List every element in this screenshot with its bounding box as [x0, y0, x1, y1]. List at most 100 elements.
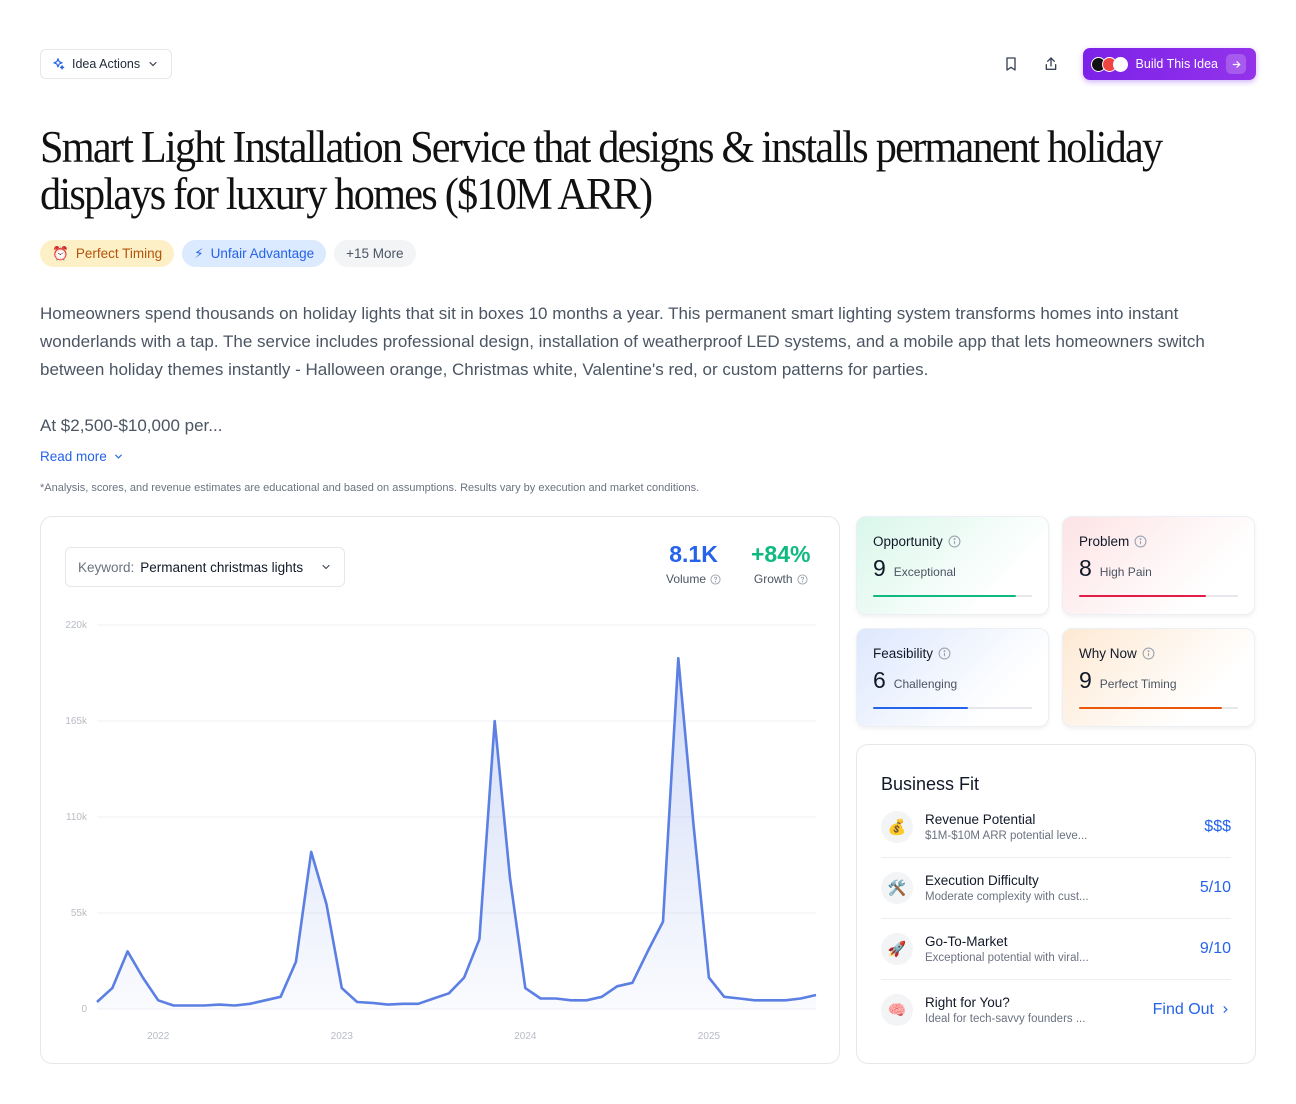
- data-point[interactable]: [814, 993, 818, 997]
- data-point[interactable]: [737, 996, 741, 1000]
- score-rating: High Pain: [1099, 565, 1152, 579]
- share-icon: [1045, 57, 1056, 70]
- data-point[interactable]: [156, 998, 160, 1002]
- find-out-link[interactable]: Find Out: [1153, 1001, 1231, 1019]
- title-line-2: displays for luxury homes ($10M ARR): [40, 169, 653, 219]
- tag-perfect-timing[interactable]: ⏰ Perfect Timing: [40, 240, 175, 267]
- data-point[interactable]: [141, 975, 145, 979]
- data-point[interactable]: [416, 1002, 420, 1006]
- data-point[interactable]: [508, 876, 512, 880]
- data-point[interactable]: [722, 995, 726, 999]
- fit-row-name: Go-To-Market: [925, 934, 1008, 949]
- data-point[interactable]: [278, 995, 282, 999]
- data-point[interactable]: [783, 998, 787, 1002]
- data-point[interactable]: [600, 995, 604, 999]
- brain-icon: 🧠: [881, 993, 913, 1026]
- data-point[interactable]: [401, 1002, 405, 1006]
- data-point[interactable]: [263, 998, 267, 1002]
- fit-row-execution-difficulty[interactable]: 🛠️ Execution Difficulty Moderate complex…: [881, 858, 1231, 919]
- data-point[interactable]: [493, 719, 497, 723]
- data-point[interactable]: [385, 1002, 389, 1006]
- data-point[interactable]: [309, 850, 313, 854]
- fit-row-summary: $1M-$10M ARR potential leve...: [925, 830, 1088, 842]
- data-point[interactable]: [370, 1001, 374, 1005]
- data-point[interactable]: [691, 824, 695, 828]
- tag-more-button[interactable]: +15 More: [334, 240, 416, 267]
- chevron-down-icon: [322, 564, 330, 570]
- data-point[interactable]: [646, 949, 650, 953]
- lightning-icon: ⚡: [194, 245, 204, 261]
- tag-label: Perfect Timing: [75, 246, 163, 261]
- trend-chart: 0 55k 110k 165k 220k 2022 2023 2024 2025: [65, 620, 818, 1042]
- y-tick-label: 165k: [65, 716, 88, 727]
- data-point[interactable]: [294, 960, 298, 964]
- data-point[interactable]: [217, 1002, 221, 1006]
- x-tick-label: 2022: [147, 1031, 170, 1042]
- help-icon[interactable]: [797, 573, 808, 585]
- data-point[interactable]: [248, 1002, 252, 1006]
- y-tick-label: 220k: [65, 620, 88, 631]
- data-point[interactable]: [753, 998, 757, 1002]
- info-icon[interactable]: [948, 535, 961, 548]
- data-point[interactable]: [538, 996, 542, 1000]
- data-point[interactable]: [95, 1000, 99, 1004]
- data-point[interactable]: [707, 975, 711, 979]
- data-point[interactable]: [768, 998, 772, 1002]
- data-point[interactable]: [462, 975, 466, 979]
- score-rating: Exceptional: [893, 565, 956, 579]
- info-icon[interactable]: [1142, 647, 1155, 660]
- data-point[interactable]: [324, 902, 328, 906]
- score-bar: [873, 595, 1032, 597]
- data-point[interactable]: [569, 998, 573, 1002]
- series-area: [97, 658, 816, 1009]
- description-truncated: At $2,500-$10,000 per...: [40, 416, 223, 435]
- data-point[interactable]: [477, 937, 481, 941]
- fit-row-right-for-you[interactable]: 🧠 Right for You? Ideal for tech-savvy fo…: [881, 979, 1231, 1040]
- feasibility-score-card[interactable]: Feasibility 6 Challenging: [856, 628, 1049, 727]
- data-point[interactable]: [630, 981, 634, 985]
- tag-unfair-advantage[interactable]: ⚡ Unfair Advantage: [182, 240, 327, 267]
- data-point[interactable]: [171, 1003, 175, 1007]
- data-point[interactable]: [447, 991, 451, 995]
- fit-row-summary: Ideal for tech-savvy founders ...: [925, 1012, 1086, 1025]
- fit-row-value: $$$: [1204, 818, 1231, 835]
- fit-row-go-to-market[interactable]: 🚀 Go-To-Market Exceptional potential wit…: [881, 919, 1231, 980]
- data-point[interactable]: [431, 996, 435, 1000]
- read-more-link[interactable]: Read more: [40, 449, 124, 464]
- data-point[interactable]: [355, 1000, 359, 1004]
- tool-logo-icon: [1112, 56, 1128, 72]
- data-point[interactable]: [615, 984, 619, 988]
- keyword-select[interactable]: Keyword: Permanent christmas lights: [65, 547, 345, 587]
- data-point[interactable]: [125, 949, 129, 953]
- bookmark-button[interactable]: [995, 48, 1027, 80]
- fit-row-summary: Moderate complexity with cust...: [925, 891, 1089, 903]
- data-point[interactable]: [523, 986, 527, 990]
- why-now-score-card[interactable]: Why Now 9 Perfect Timing: [1062, 628, 1255, 727]
- data-point[interactable]: [661, 920, 665, 924]
- data-point[interactable]: [676, 656, 680, 660]
- data-point[interactable]: [340, 986, 344, 990]
- data-point[interactable]: [799, 996, 803, 1000]
- tag-label: +15 More: [346, 246, 404, 261]
- idea-actions-button[interactable]: Idea Actions: [40, 49, 173, 79]
- data-point[interactable]: [232, 1003, 236, 1007]
- problem-score-card[interactable]: Problem 8 High Pain: [1062, 516, 1255, 615]
- info-icon[interactable]: [1134, 535, 1147, 548]
- data-point[interactable]: [202, 1003, 206, 1007]
- tag-label: Unfair Advantage: [210, 246, 315, 261]
- score-number: 6: [873, 667, 886, 693]
- data-point[interactable]: [584, 998, 588, 1002]
- y-tick-label: 0: [81, 1004, 87, 1015]
- opportunity-score-card[interactable]: Opportunity 9 Exceptional: [856, 516, 1049, 615]
- score-bar: [873, 707, 1032, 709]
- data-point[interactable]: [554, 996, 558, 1000]
- share-button[interactable]: [1035, 48, 1067, 80]
- build-this-idea-button[interactable]: Build This Idea: [1082, 48, 1256, 80]
- data-point[interactable]: [110, 986, 114, 990]
- page-title: Smart Light Installation Service that de…: [40, 124, 1168, 218]
- help-icon[interactable]: [710, 573, 721, 585]
- fit-row-revenue-potential[interactable]: 💰 Revenue Potential $1M-$10M ARR potenti…: [881, 797, 1231, 858]
- data-point[interactable]: [187, 1003, 191, 1007]
- score-bar-fill: [873, 595, 1017, 597]
- info-icon[interactable]: [938, 647, 951, 660]
